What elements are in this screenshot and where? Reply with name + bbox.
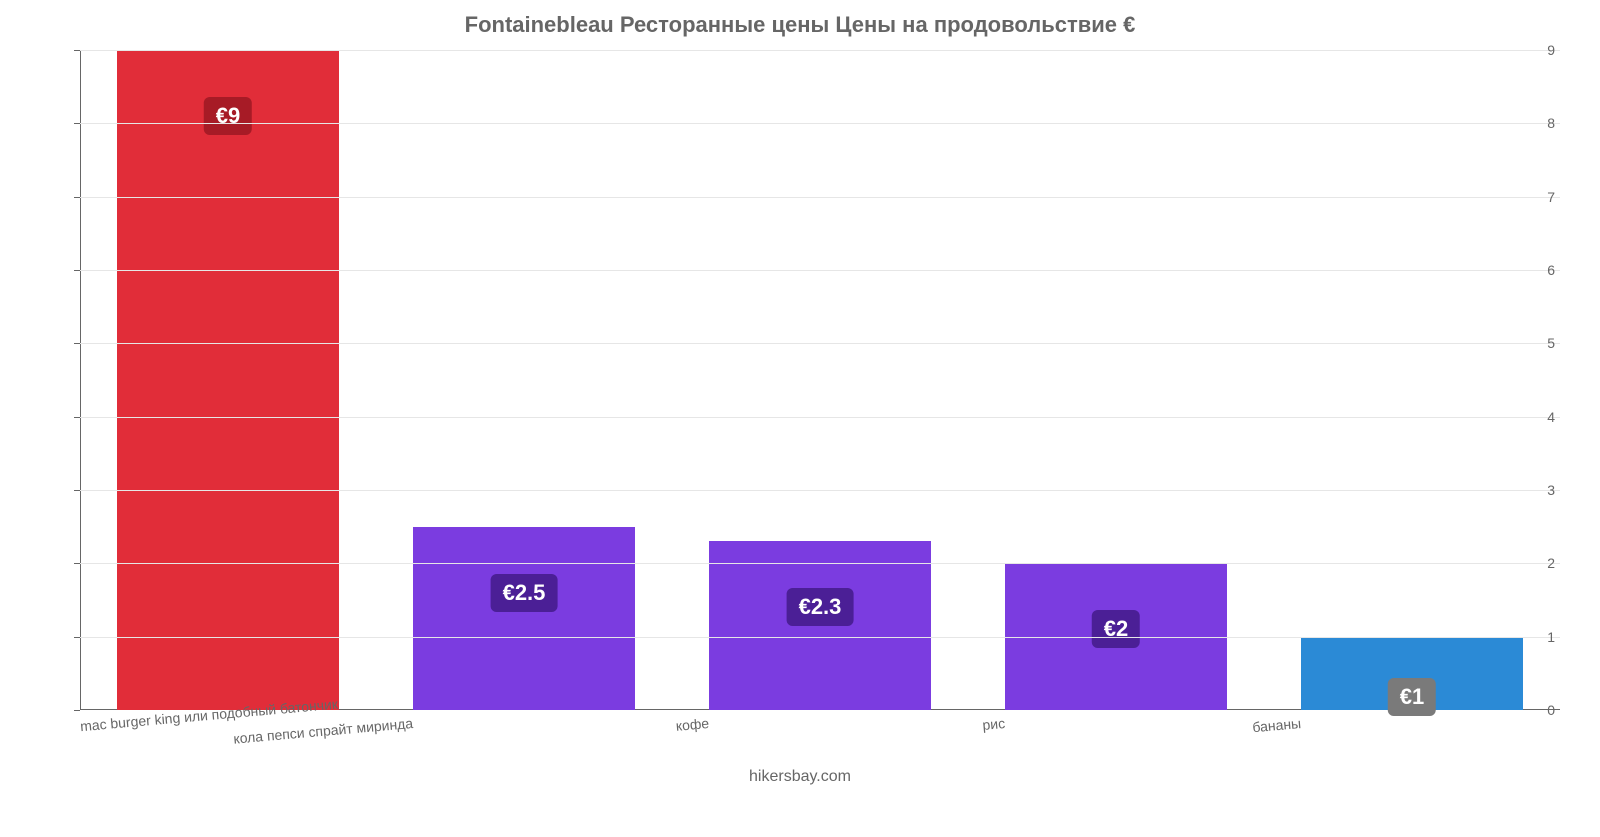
y-tick-mark — [74, 197, 80, 198]
y-tick-label: 1 — [1520, 629, 1555, 645]
bars-group: €9€2.5€2.3€2€1 — [80, 50, 1560, 710]
chart-container: Fontainebleau Ресторанные цены Цены на п… — [0, 0, 1600, 800]
gridline — [80, 197, 1560, 198]
y-tick-mark — [74, 123, 80, 124]
gridline — [80, 270, 1560, 271]
y-tick-mark — [74, 50, 80, 51]
gridline — [80, 637, 1560, 638]
bar — [413, 527, 635, 710]
y-tick-mark — [74, 637, 80, 638]
gridline — [80, 490, 1560, 491]
y-tick-label: 9 — [1520, 42, 1555, 58]
gridline — [80, 563, 1560, 564]
plot-area: €9€2.5€2.3€2€1 0123456789 — [80, 50, 1560, 710]
gridline — [80, 50, 1560, 51]
y-tick-label: 3 — [1520, 482, 1555, 498]
y-tick-label: 4 — [1520, 409, 1555, 425]
y-tick-mark — [74, 343, 80, 344]
gridline — [80, 417, 1560, 418]
bar-value-label: €2.3 — [787, 588, 854, 626]
x-labels-group: mac burger king или подобный батончиккол… — [80, 715, 1560, 745]
chart-footer: hikersbay.com — [0, 768, 1600, 786]
gridline — [80, 123, 1560, 124]
gridline — [80, 343, 1560, 344]
y-tick-label: 5 — [1520, 335, 1555, 351]
y-tick-label: 6 — [1520, 262, 1555, 278]
y-tick-label: 7 — [1520, 189, 1555, 205]
y-tick-label: 8 — [1520, 115, 1555, 131]
bar-value-label: €2 — [1092, 610, 1140, 648]
y-tick-mark — [74, 563, 80, 564]
y-tick-label: 2 — [1520, 555, 1555, 571]
bar-value-label: €9 — [204, 97, 252, 135]
bar-value-label: €1 — [1388, 678, 1436, 716]
y-tick-mark — [74, 710, 80, 711]
x-category-label: mac burger king или подобный батончик — [79, 715, 117, 734]
y-tick-mark — [74, 490, 80, 491]
bar-value-label: €2.5 — [491, 574, 558, 612]
y-tick-mark — [74, 270, 80, 271]
y-tick-mark — [74, 417, 80, 418]
bar — [117, 50, 339, 710]
chart-title: Fontainebleau Ресторанные цены Цены на п… — [0, 12, 1600, 38]
